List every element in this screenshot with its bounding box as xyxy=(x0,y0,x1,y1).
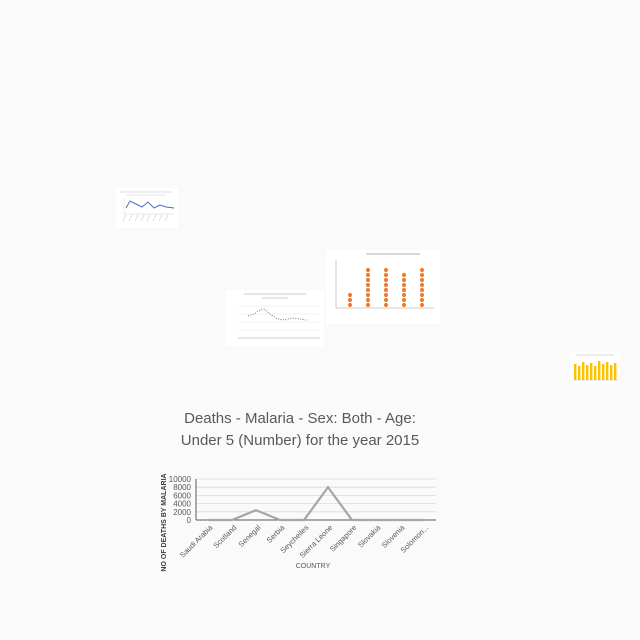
series-line xyxy=(208,485,424,522)
y-tick-label: 4000 xyxy=(173,500,191,509)
data-point xyxy=(327,486,329,488)
chart-title: Deaths - Malaria - Sex: Both - Age: Unde… xyxy=(180,410,420,449)
y-tick-label: 6000 xyxy=(173,491,191,500)
x-tick-label: Scotland xyxy=(211,523,238,550)
data-point xyxy=(423,519,425,521)
data-point xyxy=(231,519,233,521)
data-point xyxy=(303,519,305,521)
data-point xyxy=(375,519,377,521)
y-tick-label: 2000 xyxy=(173,508,191,517)
y-tick-label: 8000 xyxy=(173,483,191,492)
y-axis-title: NO OF DEATHS BY MALARIA xyxy=(161,473,168,571)
x-tick-label: Slovakia xyxy=(356,522,383,549)
thumbnail-bar-chart-yellow xyxy=(570,352,620,384)
data-point xyxy=(399,519,401,521)
thumbnail-line-chart-blue xyxy=(116,188,178,228)
data-point xyxy=(279,519,281,521)
x-tick-label: Senegal xyxy=(237,523,263,549)
y-tick-label: 0 xyxy=(187,516,192,525)
data-point xyxy=(351,519,353,521)
malaria-deaths-line-chart: 10000 8000 6000 4000 2000 0 Saudi Arabia Scotla… xyxy=(150,404,450,580)
x-axis-title: COUNTRY xyxy=(296,563,331,570)
y-tick-label: 10000 xyxy=(169,475,192,484)
data-point xyxy=(207,519,209,521)
thumbnail-dotted-line-chart xyxy=(226,290,324,346)
thumbnail-dot-column-chart xyxy=(326,250,440,324)
x-tick-label: Serbia xyxy=(265,522,287,544)
data-point xyxy=(255,509,257,511)
x-tick-label: Saudi Arabia xyxy=(178,522,215,559)
